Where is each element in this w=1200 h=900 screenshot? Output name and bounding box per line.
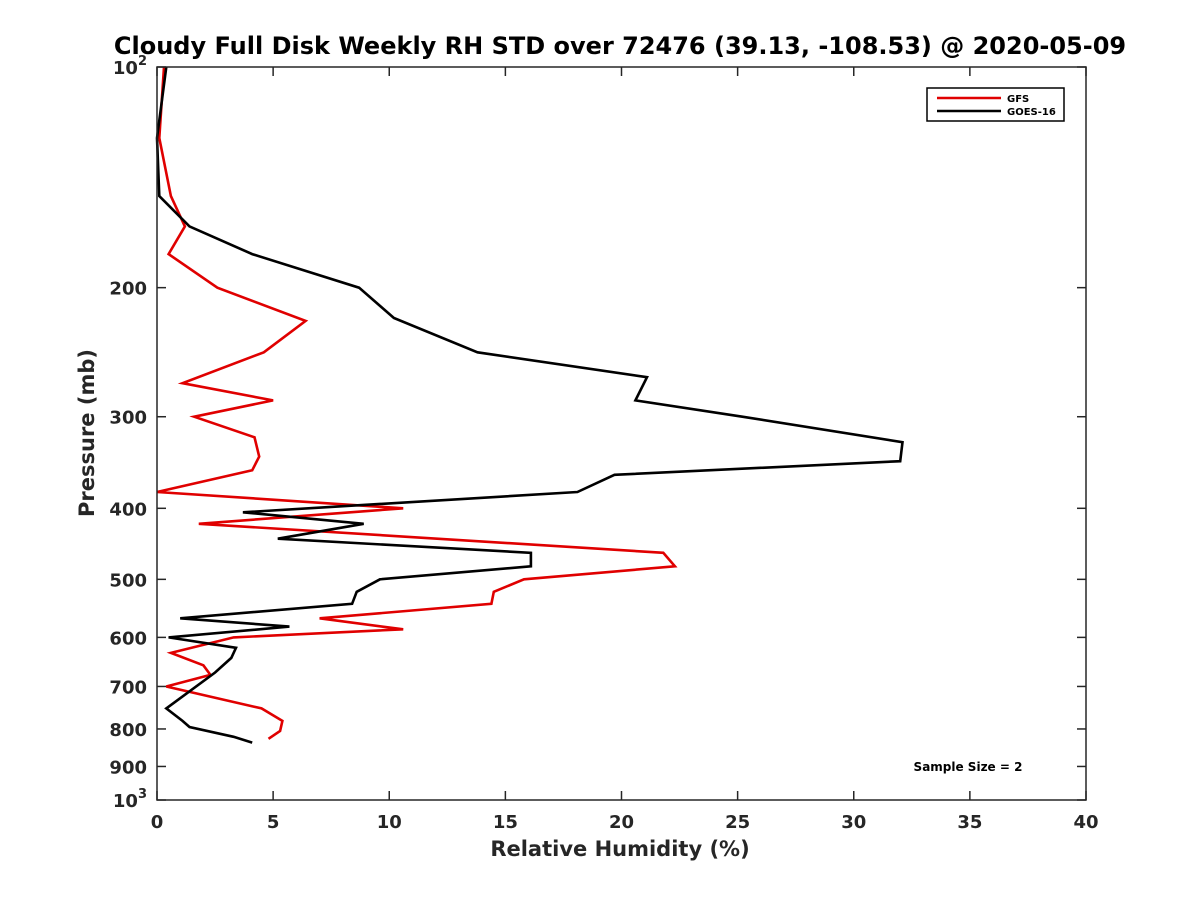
x-tick-label: 30 bbox=[841, 812, 866, 833]
x-tick-label: 5 bbox=[267, 812, 280, 833]
plot-area bbox=[155, 66, 1087, 801]
x-tick-label: 20 bbox=[609, 812, 634, 833]
y-tick-label: 700 bbox=[109, 677, 147, 698]
x-tick-label: 25 bbox=[725, 812, 750, 833]
series-line-gfs bbox=[156, 66, 678, 740]
y-axis-label: Pressure (mb) bbox=[75, 349, 99, 517]
legend-entry-label: GOES-16 bbox=[1007, 107, 1056, 118]
x-tick-label: 10 bbox=[377, 812, 402, 833]
y-tick-label: 200 bbox=[109, 279, 147, 300]
y-tick-label: 600 bbox=[109, 628, 147, 649]
x-tick-label: 0 bbox=[151, 812, 164, 833]
x-axis: 0 5 10 15 20 25 30 35 40 bbox=[151, 67, 1099, 833]
x-tick-label: 35 bbox=[957, 812, 982, 833]
legend-box bbox=[926, 87, 1065, 122]
y-tick-label: 800 bbox=[109, 720, 147, 741]
chart-title: Cloudy Full Disk Weekly RH STD over 7247… bbox=[114, 32, 1126, 60]
y-tick-label: 900 bbox=[109, 757, 147, 778]
series-layer bbox=[155, 66, 904, 744]
legend-entry-label: GFS bbox=[1007, 94, 1029, 105]
y-tick-label: 500 bbox=[109, 570, 147, 591]
y-tick-label: 400 bbox=[109, 499, 147, 520]
sample-size-annotation: Sample Size = 2 bbox=[914, 760, 1023, 774]
y-axis: 102 200 300 400 500 600 700 800 900 103 bbox=[109, 54, 1086, 812]
y-tick-label: 300 bbox=[109, 408, 147, 429]
x-tick-label: 40 bbox=[1073, 812, 1098, 833]
legend: GFS GOES-16 bbox=[926, 87, 1065, 122]
x-tick-label: 15 bbox=[493, 812, 518, 833]
x-axis-label: Relative Humidity (%) bbox=[490, 837, 749, 861]
y-tick-label: 102 bbox=[113, 54, 147, 79]
plot-background bbox=[157, 67, 1086, 800]
series-line-goes-16 bbox=[155, 66, 904, 744]
y-tick-label: 103 bbox=[113, 787, 147, 812]
